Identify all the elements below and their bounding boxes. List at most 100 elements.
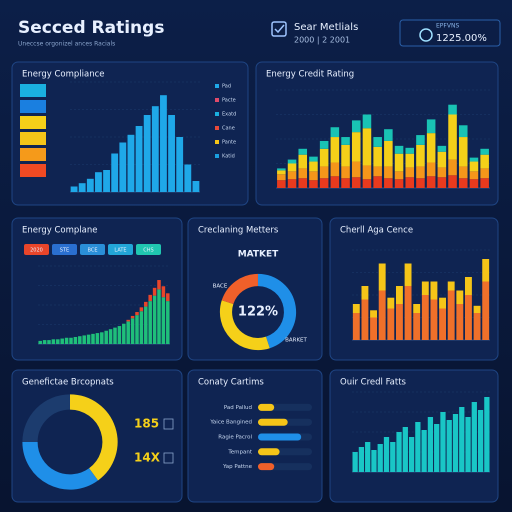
bar (86, 178, 94, 192)
bar-segment (117, 326, 122, 344)
tab-label: CHS (143, 248, 153, 254)
bar-segment (86, 334, 91, 344)
swatch (20, 132, 46, 145)
donut-segment (69, 394, 118, 481)
bar-segment (447, 281, 455, 291)
legend-swatch (215, 98, 219, 102)
bar (95, 172, 102, 192)
bar-segment (464, 277, 472, 295)
legend-swatch (215, 112, 219, 116)
bar (258, 448, 280, 456)
bar-segment (309, 156, 318, 162)
bar-segment (448, 175, 457, 188)
bar-segment (351, 120, 361, 133)
bar-segment (287, 163, 297, 172)
bar (111, 153, 119, 192)
bar-segment (330, 137, 340, 163)
tab (52, 244, 77, 255)
legend-swatch (215, 84, 219, 88)
bar-segment (387, 308, 395, 340)
bar-segment (352, 304, 360, 313)
bar-segment (469, 171, 479, 180)
bar-segment (458, 137, 468, 167)
legend-label: Pacte (222, 98, 236, 104)
bar (352, 452, 358, 472)
bar-segment (456, 304, 464, 340)
bar-segment (378, 290, 386, 340)
bar-segment (298, 168, 308, 179)
metric-title: EPFVNS (436, 23, 459, 30)
bar-segment (426, 133, 436, 163)
swatch (20, 148, 46, 161)
bar (446, 420, 452, 472)
bar-segment (387, 297, 395, 309)
panel-title: Creclaning Metters (198, 226, 279, 236)
bar-segment (287, 171, 297, 180)
bar-segment (395, 286, 403, 304)
bar-segment (426, 162, 436, 177)
bar-segment (437, 145, 447, 152)
bar (452, 414, 459, 472)
bar-segment (73, 336, 78, 344)
bar-segment (60, 338, 64, 344)
tab (108, 244, 133, 255)
legend-label: Exatd (222, 112, 236, 118)
bar-segment (447, 290, 455, 340)
swatch (20, 116, 46, 129)
bar-segment (122, 323, 126, 344)
bar-segment (351, 161, 361, 178)
metric-sub: 2000 | 2 2001 (294, 36, 350, 45)
bar-segment (456, 290, 464, 304)
bar-segment (319, 148, 329, 167)
panel-title: Conaty Cartims (198, 378, 264, 388)
bar-label: Yap Pattne (222, 464, 252, 470)
bar-segment (38, 340, 42, 344)
bar-segment (130, 318, 135, 344)
bar (377, 444, 383, 472)
bar (184, 164, 192, 192)
swatch (20, 84, 46, 97)
bar (258, 403, 275, 411)
bar-segment (91, 333, 95, 344)
bar (143, 115, 151, 192)
bar-segment (69, 337, 73, 344)
tab (24, 244, 49, 255)
bar-segment (161, 297, 166, 344)
bar (408, 437, 415, 472)
bar (258, 463, 275, 471)
donut-segment (221, 273, 259, 305)
bar-segment (405, 147, 415, 154)
bar-segment (144, 306, 148, 344)
bar-segment (361, 286, 369, 300)
legend-swatch (215, 126, 219, 130)
donut-label: BARKET (285, 338, 307, 344)
bar-segment (104, 330, 108, 344)
donut-center: 122% (238, 305, 278, 320)
swatch (20, 100, 46, 113)
bar (371, 450, 377, 472)
bar-segment (298, 178, 308, 188)
bar-segment (152, 295, 157, 344)
legend-swatch (215, 140, 219, 144)
bar-segment (166, 293, 170, 302)
bar-segment (341, 178, 350, 188)
metric-box (399, 19, 501, 47)
bar-segment (437, 167, 447, 178)
bar-segment (139, 311, 144, 344)
bar-segment (384, 178, 393, 188)
bar-segment (166, 301, 170, 344)
metric-icon (419, 28, 433, 42)
bar-label: Tempant (227, 449, 253, 455)
bar-segment (395, 304, 403, 340)
bar-segment (378, 263, 386, 291)
bar-segment (319, 166, 329, 179)
bar (358, 447, 365, 472)
bar-segment (430, 299, 438, 340)
panel-title: Energy Complane (22, 226, 97, 236)
bar (421, 430, 427, 472)
bar-segment (458, 178, 468, 188)
bar-segment (82, 335, 86, 344)
bar (151, 106, 159, 192)
